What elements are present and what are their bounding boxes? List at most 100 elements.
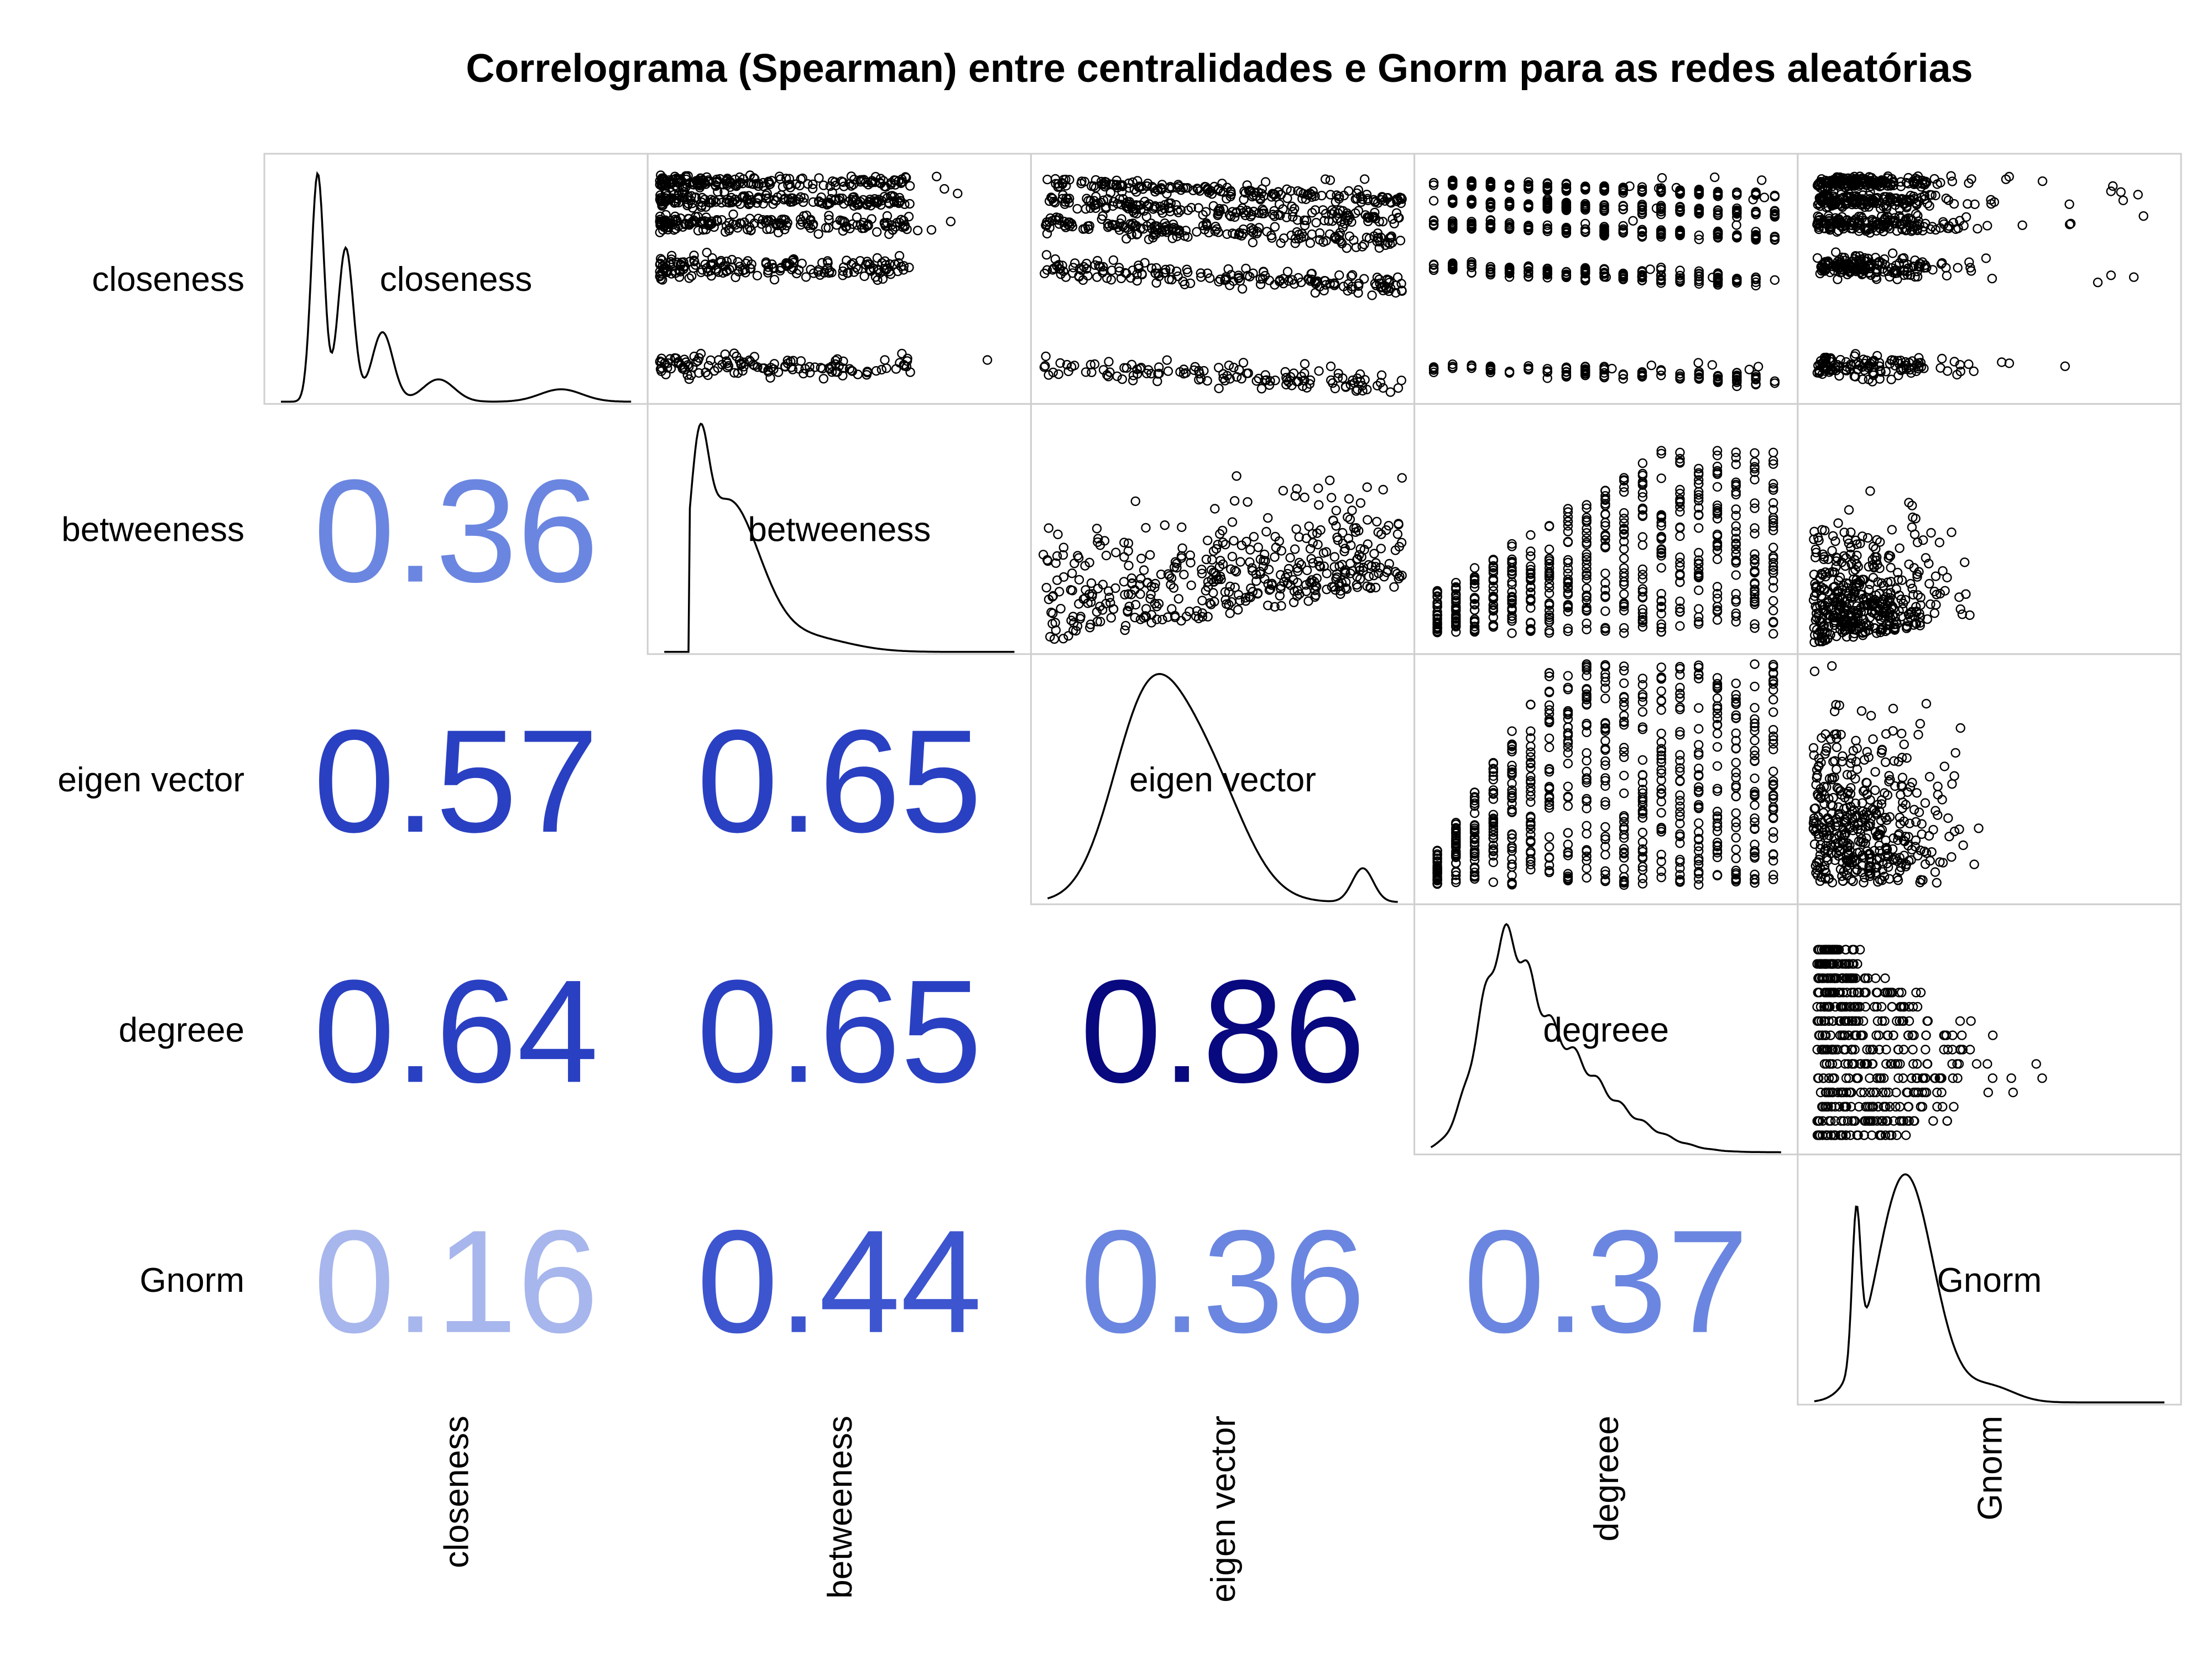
scatter-point — [1300, 359, 1310, 369]
scatter-point — [1054, 219, 1065, 229]
scatter-point — [818, 180, 829, 190]
scatter-point — [905, 181, 915, 191]
scatter-point — [1177, 522, 1187, 533]
scatter-point — [764, 179, 775, 190]
scatter-point — [1173, 594, 1184, 604]
row-label-eigen-vector: eigen vector — [58, 761, 244, 799]
scatter-point — [1756, 175, 1767, 185]
scatter-point — [1226, 211, 1236, 221]
scatter-point — [1218, 204, 1229, 214]
scatter-point — [1637, 275, 1647, 285]
scatter-point — [1258, 204, 1267, 215]
scatter-point — [1185, 278, 1196, 288]
scatter-point — [1280, 367, 1290, 377]
scatter-point — [1731, 570, 1741, 580]
scatter-point — [1222, 194, 1232, 204]
scatter-point — [1053, 369, 1063, 379]
scatter-point — [1359, 274, 1369, 284]
scatter-point — [1136, 223, 1146, 233]
scatter-point — [1863, 533, 1873, 543]
scatter-point — [1329, 280, 1339, 290]
scatter-point — [823, 263, 833, 273]
scatter-point — [1387, 238, 1397, 248]
scatter-point — [1210, 504, 1220, 514]
scatter-point — [1618, 228, 1628, 238]
scatter-point — [1809, 526, 1819, 536]
scatter-point — [1180, 279, 1190, 290]
scatter-point — [1070, 559, 1079, 568]
scatter-point — [1163, 366, 1173, 376]
scatter-point — [1942, 270, 1952, 281]
scatter-point — [1197, 596, 1207, 606]
scatter-point — [1313, 483, 1323, 493]
scatter-point — [1731, 220, 1741, 230]
scatter-point — [827, 367, 837, 377]
scatter-point — [1131, 200, 1141, 210]
scatter-point — [1248, 237, 1258, 248]
scatter-point — [1507, 628, 1517, 638]
scatter-point — [1563, 801, 1573, 811]
scatter-point — [1214, 383, 1224, 394]
scatter-point — [1266, 192, 1277, 202]
scatter-point — [1363, 515, 1373, 525]
scatter-point — [1092, 272, 1102, 282]
scatter-point — [1675, 369, 1685, 379]
scatter-point — [1524, 268, 1533, 279]
scatter-point — [1656, 563, 1666, 573]
scatter-point — [773, 221, 783, 231]
scatter-point — [734, 267, 744, 276]
scatter-point — [1507, 854, 1517, 864]
scatter-point — [1044, 217, 1055, 227]
scatter-point — [1358, 194, 1368, 204]
scatter-point — [1396, 279, 1406, 289]
scatter-point — [1128, 371, 1139, 380]
scatter-point — [744, 199, 754, 210]
scatter-point — [1981, 253, 1991, 263]
scatter-point — [1270, 222, 1280, 232]
scatter-point — [1124, 561, 1134, 571]
scatter-point — [898, 222, 908, 232]
scatter-point — [1289, 204, 1300, 214]
scatter-point — [1675, 621, 1685, 631]
scatter-point — [2133, 190, 2143, 200]
scatter-point — [1392, 529, 1403, 539]
scatter-point — [1386, 233, 1396, 243]
scatter-point — [872, 253, 883, 263]
scatter-point — [1524, 364, 1533, 374]
scatter-panel-betweeness-eigen-vector — [1038, 471, 1407, 644]
scatter-point — [1061, 272, 1071, 282]
scatter-point — [1600, 486, 1610, 495]
scatter-point — [1326, 375, 1336, 385]
scatter-point — [808, 179, 818, 189]
scatter-point — [853, 264, 863, 274]
scatter-point — [1105, 187, 1116, 198]
column-label-degreee: degreee — [1588, 1416, 1626, 1542]
scatter-point — [1561, 367, 1572, 377]
scatter-point — [1580, 224, 1590, 234]
scatter-point — [658, 200, 667, 210]
scatter-point — [1339, 190, 1349, 201]
scatter-point — [1391, 280, 1401, 290]
scatter-point — [1130, 496, 1141, 507]
scatter-point — [1117, 374, 1128, 384]
scatter-point — [728, 209, 738, 220]
scatter-point — [1580, 274, 1590, 284]
scatter-point — [1938, 566, 1948, 576]
scatter-point — [2106, 270, 2116, 280]
scatter-point — [695, 217, 706, 227]
scatter-point — [838, 270, 848, 280]
scatter-point — [1334, 191, 1344, 202]
scatter-point — [784, 174, 795, 184]
scatter-point — [1331, 505, 1342, 515]
scatter-point — [1061, 181, 1071, 191]
scatter-point — [1751, 280, 1761, 291]
scatter-point — [1768, 596, 1778, 606]
scatter-point — [877, 364, 887, 375]
diagonal-label-closeness: closeness — [380, 260, 533, 299]
scatter-point — [1237, 374, 1246, 384]
scatter-point — [1389, 218, 1399, 228]
scatter-point — [843, 268, 853, 278]
scatter-point — [862, 200, 872, 210]
scatter-point — [1580, 218, 1590, 229]
scatter-point — [1342, 243, 1352, 253]
